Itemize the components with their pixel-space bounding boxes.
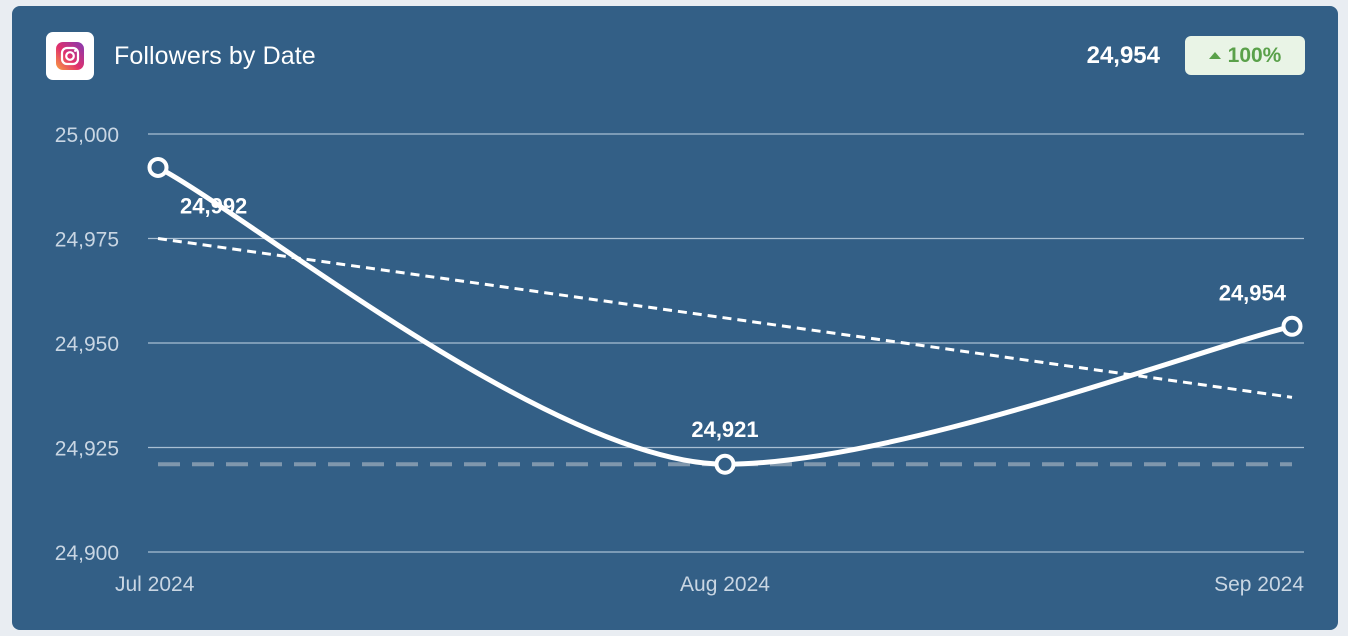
trend-line xyxy=(157,237,1293,399)
y-tick-label: 24,900 xyxy=(55,542,119,565)
instagram-icon xyxy=(46,32,94,80)
y-tick-label: 24,925 xyxy=(55,438,119,461)
x-tick-label: Jul 2024 xyxy=(115,573,195,596)
data-label: 24,921 xyxy=(691,417,758,442)
followers-card: Followers by Date 24,954 100% 25,000 24,9… xyxy=(12,6,1338,630)
y-tick-label: 25,000 xyxy=(55,124,119,147)
card-title: Followers by Date xyxy=(114,42,316,70)
data-point xyxy=(1281,315,1303,337)
change-badge: 100% xyxy=(1185,36,1305,75)
data-label: 24,954 xyxy=(1219,280,1287,305)
data-point xyxy=(714,453,736,475)
data-point xyxy=(147,156,169,178)
caret-up-icon xyxy=(1208,52,1221,59)
change-value: 100% xyxy=(1227,43,1282,67)
x-tick-label: Aug 2024 xyxy=(680,573,770,596)
x-tick-label: Sep 2024 xyxy=(1214,573,1304,596)
follower-total: 24,954 xyxy=(1086,42,1160,69)
y-tick-label: 24,950 xyxy=(55,333,119,356)
followers-line-chart: 25,000 24,975 24,950 24,925 24,900 Jul 2024 Au… xyxy=(55,124,1305,596)
y-tick-label: 24,975 xyxy=(55,229,119,252)
data-label: 24,992 xyxy=(180,193,247,218)
